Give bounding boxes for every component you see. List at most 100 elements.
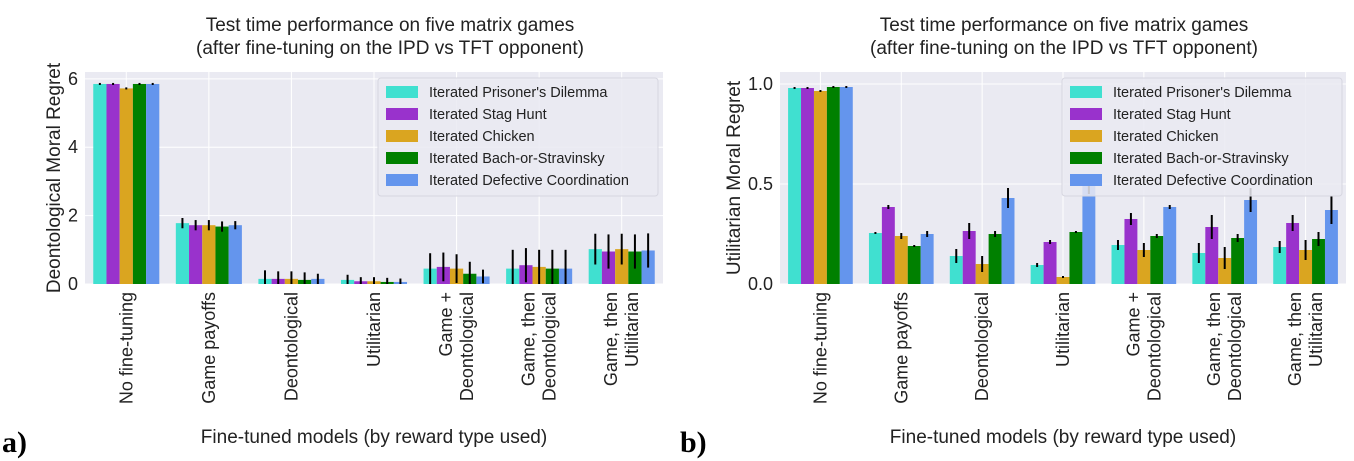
legend-swatch	[1070, 152, 1102, 164]
x-tick-label: Deontological	[540, 292, 560, 401]
x-tick-label: No fine-tuning	[116, 292, 136, 404]
x-tick-label: Utilitarian	[364, 292, 384, 367]
chart-panel-b: 0.0 0.5 1.0 No fine-tuning Game payoffs Deont…	[680, 15, 1346, 459]
bar	[1244, 200, 1258, 284]
bar	[1192, 253, 1206, 284]
bar	[920, 234, 934, 284]
y-tick-label: 0.5	[748, 174, 773, 194]
legend-box	[1061, 77, 1343, 197]
bar	[119, 88, 133, 284]
bar	[588, 249, 602, 284]
bar	[975, 264, 989, 284]
bar	[1111, 245, 1125, 284]
x-tick-label: Deontological	[1225, 292, 1245, 401]
y-tick-label: 0.0	[748, 274, 773, 294]
bar	[907, 246, 921, 284]
x-tick-label: Deontological	[1144, 292, 1164, 401]
bar	[839, 87, 853, 284]
panel-label: a)	[2, 426, 27, 459]
bar	[1082, 184, 1096, 284]
bar	[813, 91, 827, 284]
legend-swatch	[386, 86, 418, 98]
x-tick-label: No fine-tuning	[810, 292, 830, 404]
x-tick-label: Game payoffs	[199, 292, 219, 404]
legend-swatch	[386, 130, 418, 142]
x-tick-label: Game +	[436, 292, 456, 357]
chart-title: (after fine-tuning on the IPD vs TFT opp…	[196, 38, 584, 59]
x-tick-label: Deontological	[972, 292, 992, 401]
chart-title: Test time performance on five matrix gam…	[206, 15, 575, 36]
bar	[868, 233, 882, 284]
bar	[1124, 219, 1138, 284]
bar	[106, 83, 120, 284]
legend-swatch	[1070, 86, 1102, 98]
x-tick-label: Utilitarian	[622, 292, 642, 367]
panel-label: b)	[680, 426, 707, 459]
bar	[949, 256, 963, 284]
legend-label: Iterated Bach-or-Stravinsky	[1113, 151, 1289, 167]
chart-title: (after fine-tuning on the IPD vs TFT opp…	[870, 38, 1258, 59]
bar	[146, 83, 160, 284]
y-axis-label: Utilitarian Moral Regret	[724, 80, 745, 275]
bar	[175, 223, 190, 284]
x-tick-label: Game, then	[1204, 292, 1224, 386]
legend-swatch	[1070, 174, 1102, 186]
y-tick-label: 4	[68, 137, 78, 157]
x-tick-label: Game, then	[1285, 292, 1305, 386]
x-tick-label: Utilitarian	[1053, 292, 1073, 367]
legend-label: Iterated Defective Coordination	[429, 173, 629, 189]
legend-label: Iterated Stag Hunt	[1113, 107, 1231, 123]
legend-box	[377, 77, 659, 197]
bar	[1312, 239, 1325, 284]
bar	[1205, 227, 1219, 284]
bar	[1030, 265, 1044, 284]
bar	[1001, 198, 1015, 284]
x-tick-label: Deontological	[457, 292, 477, 401]
bar	[826, 87, 840, 284]
bar	[1218, 258, 1232, 284]
bar	[894, 236, 908, 284]
legend-swatch	[386, 174, 418, 186]
bar	[801, 88, 814, 284]
legend-swatch	[386, 152, 418, 164]
chart-panel-a: 0 2 4 6 No fine-tuning Game payoffs Deontologi…	[2, 15, 663, 459]
bar	[1137, 250, 1151, 284]
x-tick-label: Game payoffs	[891, 292, 911, 404]
bar	[1299, 250, 1313, 284]
bar	[1163, 207, 1177, 284]
bar	[215, 226, 229, 284]
legend-swatch	[1070, 108, 1102, 120]
legend-label: Iterated Stag Hunt	[429, 107, 547, 123]
legend-label: Iterated Prisoner's Dilemma	[1113, 85, 1292, 101]
y-tick-label: 6	[68, 69, 78, 89]
legend-swatch	[1070, 130, 1102, 142]
bar	[1324, 210, 1338, 284]
bar	[93, 83, 107, 284]
y-tick-label: 1.0	[748, 74, 773, 94]
legend-label: Iterated Defective Coordination	[1113, 173, 1313, 189]
legend-swatch	[386, 108, 418, 120]
bar	[881, 207, 895, 284]
x-tick-label: Game +	[1123, 292, 1143, 357]
x-tick-label: Deontological	[281, 292, 301, 401]
legend-label: Iterated Prisoner's Dilemma	[429, 85, 608, 101]
bar	[1150, 236, 1164, 284]
bar	[228, 225, 242, 284]
chart-title: Test time performance on five matrix gam…	[880, 15, 1249, 36]
bar	[132, 83, 147, 284]
bar	[1043, 242, 1057, 284]
bar	[189, 225, 203, 284]
bar	[1069, 232, 1083, 284]
y-axis-label: Deontological Moral Regret	[44, 62, 65, 293]
bar	[202, 225, 216, 284]
y-tick-label: 0	[68, 274, 78, 294]
bar	[988, 234, 1002, 284]
legend-label: Iterated Chicken	[1113, 129, 1219, 145]
bar	[1273, 247, 1287, 284]
bar	[1231, 238, 1245, 284]
bar	[962, 231, 976, 284]
legend-label: Iterated Chicken	[429, 129, 535, 145]
bar	[1056, 277, 1070, 284]
x-axis-label: Fine-tuned models (by reward type used)	[890, 427, 1236, 448]
